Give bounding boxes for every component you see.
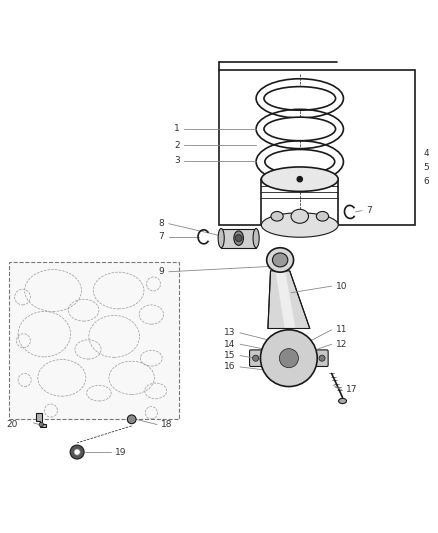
Text: 20: 20 xyxy=(6,420,17,429)
Circle shape xyxy=(279,349,298,368)
Circle shape xyxy=(70,445,84,459)
Ellipse shape xyxy=(264,87,336,110)
Text: 7: 7 xyxy=(367,206,372,215)
Circle shape xyxy=(297,176,302,182)
Circle shape xyxy=(261,330,317,386)
Polygon shape xyxy=(276,272,295,328)
Ellipse shape xyxy=(234,231,244,245)
Text: 7: 7 xyxy=(159,232,164,241)
Polygon shape xyxy=(36,413,46,427)
Bar xyxy=(221,229,256,248)
Text: ..: .. xyxy=(113,360,116,365)
Text: 5: 5 xyxy=(424,163,429,172)
Text: 17: 17 xyxy=(346,385,357,394)
Ellipse shape xyxy=(267,248,293,272)
Ellipse shape xyxy=(339,398,346,403)
Ellipse shape xyxy=(265,149,335,174)
Circle shape xyxy=(127,415,136,424)
Circle shape xyxy=(235,235,242,241)
Text: 3: 3 xyxy=(174,156,180,165)
Text: 14: 14 xyxy=(224,340,236,349)
Circle shape xyxy=(74,449,80,455)
Text: 11: 11 xyxy=(336,325,347,334)
Text: .: . xyxy=(135,339,137,343)
FancyBboxPatch shape xyxy=(316,350,328,367)
Circle shape xyxy=(253,355,259,361)
Ellipse shape xyxy=(261,167,338,191)
Ellipse shape xyxy=(264,117,336,141)
Polygon shape xyxy=(268,271,310,328)
Text: 18: 18 xyxy=(161,420,173,429)
Text: 10: 10 xyxy=(336,281,347,290)
Bar xyxy=(9,262,179,419)
Text: ..: .. xyxy=(63,356,65,360)
Bar xyxy=(219,70,416,225)
Text: 6: 6 xyxy=(424,177,429,186)
FancyBboxPatch shape xyxy=(250,350,262,367)
Text: 8: 8 xyxy=(159,219,164,228)
Text: 13: 13 xyxy=(224,328,236,337)
Ellipse shape xyxy=(316,212,328,221)
Ellipse shape xyxy=(218,229,224,248)
Text: 19: 19 xyxy=(115,448,127,457)
Text: 15: 15 xyxy=(224,351,236,360)
Ellipse shape xyxy=(272,253,288,267)
Text: 12: 12 xyxy=(336,340,347,349)
Text: ..: .. xyxy=(95,321,98,325)
Text: 4: 4 xyxy=(424,149,429,158)
Ellipse shape xyxy=(253,229,259,248)
Text: 16: 16 xyxy=(224,362,236,372)
Text: 1: 1 xyxy=(174,125,180,133)
Text: .: . xyxy=(42,302,43,305)
Ellipse shape xyxy=(271,212,283,221)
Circle shape xyxy=(319,355,325,361)
Text: 2: 2 xyxy=(174,141,180,150)
Text: 9: 9 xyxy=(159,267,164,276)
Ellipse shape xyxy=(291,209,308,223)
Ellipse shape xyxy=(261,213,338,237)
Circle shape xyxy=(39,422,43,427)
Text: ..: .. xyxy=(67,317,70,321)
